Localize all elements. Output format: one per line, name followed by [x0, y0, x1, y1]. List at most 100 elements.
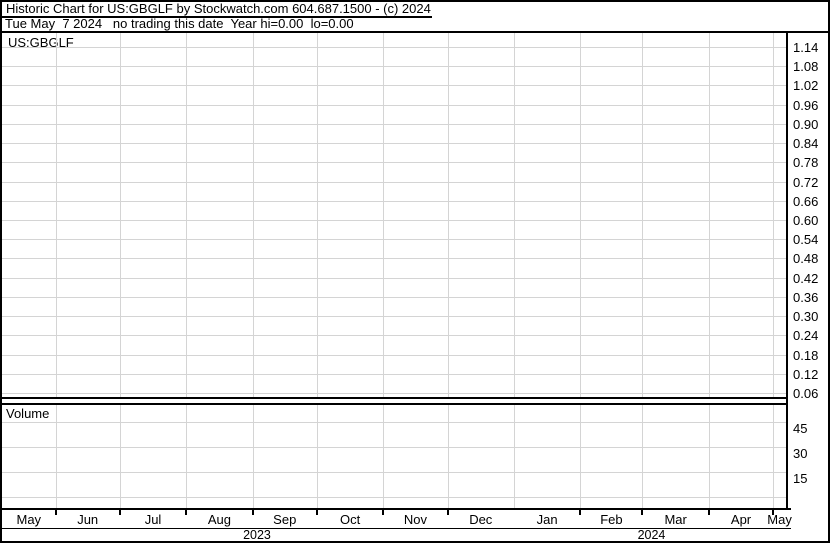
- month-label: Jun: [77, 512, 99, 527]
- month-boundary-tick: [579, 510, 581, 515]
- month-label: Jan: [536, 512, 558, 527]
- price-axis: 1.14 1.08 1.02 0.96 0.90 0.84 0.78 0.72 0.66 0.60…: [790, 33, 828, 401]
- price-gridline: [2, 85, 786, 86]
- month-gridline: [317, 405, 318, 508]
- price-gridline: [2, 335, 786, 336]
- chart-top-border: [0, 31, 830, 33]
- month-label: Sep: [273, 512, 297, 527]
- volume-tick-label: 45: [793, 421, 808, 436]
- year-axis-strip: 2023 2024: [0, 529, 791, 541]
- price-tick-label: 0.72: [793, 175, 819, 190]
- month-boundary-tick: [382, 510, 384, 515]
- month-gridline: [186, 405, 187, 508]
- volume-label: Volume: [6, 406, 50, 421]
- price-gridline: [2, 355, 786, 356]
- price-gridline: [2, 143, 786, 144]
- outer-border-top: [0, 0, 830, 2]
- symbol-label: US:GBGLF: [8, 35, 74, 50]
- month-gridline: [317, 33, 318, 397]
- outer-border-bottom: [0, 541, 830, 543]
- month-gridline: [448, 405, 449, 508]
- price-gridline: [2, 278, 786, 279]
- month-gridline: [253, 405, 254, 508]
- volume-gridline: [2, 497, 786, 498]
- price-gridline: [2, 162, 786, 163]
- price-gridline: [2, 47, 786, 48]
- volume-tick-label: 15: [793, 471, 808, 486]
- month-boundary-tick: [316, 510, 318, 515]
- volume-gridline: [2, 422, 786, 423]
- month-gridline: [186, 33, 187, 397]
- month-gridline: [773, 33, 774, 397]
- price-gridline: [2, 393, 786, 394]
- price-tick-label: 0.24: [793, 328, 819, 343]
- month-boundary-tick: [185, 510, 187, 515]
- month-gridline: [514, 405, 515, 508]
- price-tick-label: 1.14: [793, 40, 819, 55]
- price-volume-divider-top: [0, 397, 788, 399]
- price-gridline: [2, 220, 786, 221]
- price-gridline: [2, 182, 786, 183]
- price-tick-label: 0.90: [793, 117, 819, 132]
- outer-border-right: [828, 0, 830, 543]
- price-tick-label: 0.12: [793, 367, 819, 382]
- price-tick-label: 0.96: [793, 98, 819, 113]
- month-gridline: [120, 405, 121, 508]
- price-gridline: [2, 239, 786, 240]
- price-gridline: [2, 374, 786, 375]
- price-gridline: [2, 258, 786, 259]
- month-label: Feb: [600, 512, 623, 527]
- price-gridline: [2, 66, 786, 67]
- price-tick-label: 1.02: [793, 78, 819, 93]
- month-gridline: [580, 33, 581, 397]
- month-gridline: [514, 33, 515, 397]
- month-gridline: [580, 405, 581, 508]
- month-gridline: [253, 33, 254, 397]
- price-gridline: [2, 297, 786, 298]
- volume-gridline: [2, 472, 786, 473]
- price-gridline: [2, 124, 786, 125]
- price-tick-label: 0.78: [793, 155, 819, 170]
- month-label: May: [16, 512, 42, 527]
- price-tick-label: 0.42: [793, 271, 819, 286]
- title-underline: [0, 16, 432, 18]
- month-gridline: [709, 33, 710, 397]
- month-boundary-tick: [708, 510, 710, 515]
- month-gridline: [709, 405, 710, 508]
- price-tick-label: 0.36: [793, 290, 819, 305]
- date-status-line: Tue May 7 2024 no trading this date Year…: [5, 16, 354, 31]
- price-tick-label: 0.48: [793, 251, 819, 266]
- month-boundary-tick: [772, 510, 774, 515]
- month-label: Nov: [403, 512, 427, 527]
- year-label: 2024: [637, 528, 666, 542]
- month-gridline: [383, 33, 384, 397]
- month-boundary-tick: [252, 510, 254, 515]
- month-gridline: [120, 33, 121, 397]
- month-label: Apr: [730, 512, 752, 527]
- volume-tick-label: 30: [793, 446, 808, 461]
- month-label: Jul: [144, 512, 162, 527]
- price-tick-label: 0.84: [793, 136, 819, 151]
- month-label: Mar: [664, 512, 687, 527]
- price-gridline: [2, 201, 786, 202]
- month-gridline: [56, 405, 57, 508]
- chart-title: Historic Chart for US:GBGLF by Stockwatc…: [6, 1, 431, 16]
- month-gridline: [56, 33, 57, 397]
- month-gridline: [448, 33, 449, 397]
- month-boundary-tick: [641, 510, 643, 515]
- price-volume-divider-bottom: [0, 403, 788, 405]
- volume-chart-panel: Volume: [2, 405, 786, 508]
- price-chart-panel: US:GBGLF: [2, 33, 786, 397]
- month-boundary-tick: [55, 510, 57, 515]
- price-tick-label: 0.06: [793, 386, 819, 401]
- month-boundary-tick: [119, 510, 121, 515]
- price-tick-label: 0.30: [793, 309, 819, 324]
- month-gridline: [642, 33, 643, 397]
- price-tick-label: 0.54: [793, 232, 819, 247]
- month-label: Aug: [207, 512, 231, 527]
- price-tick-label: 1.08: [793, 59, 819, 74]
- price-tick-label: 0.18: [793, 348, 819, 363]
- volume-bottom-border: [0, 508, 791, 510]
- month-gridline: [383, 405, 384, 508]
